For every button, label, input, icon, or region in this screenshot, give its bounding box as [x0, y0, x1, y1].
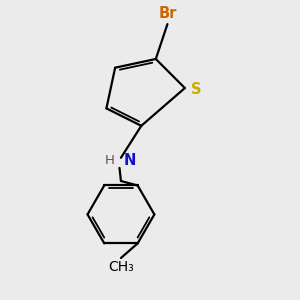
Text: H: H [104, 154, 114, 167]
Text: CH₃: CH₃ [108, 260, 134, 274]
Text: N: N [124, 153, 136, 168]
Text: S: S [191, 82, 202, 97]
Text: Br: Br [158, 6, 177, 21]
